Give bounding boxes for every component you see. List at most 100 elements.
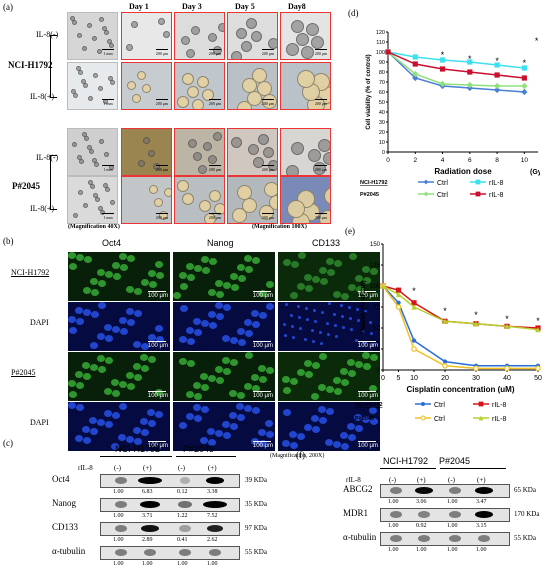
cell-colony xyxy=(84,136,89,141)
stained-cell xyxy=(251,310,259,317)
treatment-label: rIL-8 xyxy=(346,476,361,484)
stained-cell xyxy=(335,335,338,338)
stained-cell xyxy=(186,327,194,334)
stained-cell xyxy=(118,434,126,441)
scale-bar-label: 1 mm xyxy=(103,167,113,172)
stained-cell xyxy=(251,374,259,381)
scale-bar: 100 μm xyxy=(147,390,168,399)
condition-label: IL-8(+) xyxy=(30,92,55,101)
stained-cell xyxy=(306,318,309,321)
stained-cell xyxy=(252,321,260,328)
legend-marker xyxy=(420,415,426,421)
significance-marker: * xyxy=(495,56,499,66)
blot-strip xyxy=(100,546,240,560)
cell-colony xyxy=(191,26,200,35)
x-tick-label: 50 xyxy=(534,375,542,382)
stained-cell xyxy=(193,318,201,325)
data-point xyxy=(395,287,402,293)
data-point xyxy=(535,327,541,333)
scale-bar: 200 μm xyxy=(314,48,327,56)
dapi-stain-image: 100 μm xyxy=(173,402,275,451)
stained-cell xyxy=(126,372,134,379)
molecular-weight: 170 KDa xyxy=(514,510,540,518)
y-tick-label: 0 xyxy=(377,368,381,374)
stained-cell xyxy=(104,324,112,331)
stained-cell xyxy=(208,439,216,446)
molecular-weight: 35 KDa xyxy=(245,500,267,508)
data-point xyxy=(439,66,446,72)
marker-stain-image: 100 μm xyxy=(278,252,380,301)
stained-cell xyxy=(285,303,288,306)
cell-colony xyxy=(79,159,84,164)
cell-colony xyxy=(110,200,115,205)
scale-bar: 100 μm xyxy=(147,340,168,349)
stained-cell xyxy=(134,310,142,317)
scale-bar-label: 200 μm xyxy=(155,215,168,220)
stained-cell xyxy=(252,385,260,392)
stained-cell xyxy=(371,343,374,346)
stained-cell xyxy=(283,323,286,326)
cell-colony xyxy=(73,93,78,98)
cell-colony xyxy=(90,184,95,189)
data-point xyxy=(442,359,448,364)
scale-bar: 200 μm xyxy=(208,212,221,220)
band-quantification: 3.71 xyxy=(142,513,153,519)
stained-cell xyxy=(244,255,252,262)
band-quantification: 0.12 xyxy=(177,489,188,495)
stained-cell xyxy=(83,287,91,294)
stained-cell xyxy=(333,441,341,448)
scale-bar-label: 1 mm xyxy=(103,215,113,220)
band-quantification: 1.22 xyxy=(177,513,188,519)
cell-colony xyxy=(109,43,114,48)
cell-colony xyxy=(192,99,204,109)
stained-cell xyxy=(298,316,301,319)
band-quantification: 3.06 xyxy=(416,499,427,505)
stained-cell xyxy=(201,256,209,263)
legend-marker xyxy=(423,191,429,197)
bracket xyxy=(50,35,57,98)
stained-cell xyxy=(69,391,77,398)
group-underline xyxy=(380,468,436,469)
blot-strip xyxy=(380,484,510,498)
stained-cell xyxy=(328,302,331,305)
protein-band xyxy=(477,535,491,542)
stained-cell xyxy=(297,433,305,440)
scale-bar: 100 μm xyxy=(252,390,273,399)
protein-band xyxy=(141,525,159,532)
stained-cell xyxy=(312,362,320,369)
cell-colony xyxy=(198,165,207,174)
stained-cell xyxy=(355,425,363,432)
cell-colony xyxy=(202,89,214,101)
stained-cell xyxy=(297,369,305,376)
stained-cell xyxy=(111,443,119,450)
stained-cell xyxy=(193,404,201,411)
legend-group-label: P#2045 xyxy=(360,192,379,198)
stained-cell xyxy=(326,386,334,393)
stained-cell xyxy=(216,313,224,320)
cell-colony xyxy=(253,157,264,168)
stained-cell xyxy=(140,418,148,425)
stained-cell xyxy=(349,317,352,320)
stained-cell xyxy=(290,292,298,299)
stained-cell xyxy=(312,276,320,283)
stained-cell xyxy=(216,291,224,298)
legend-series-label: rIL-8 xyxy=(492,416,507,423)
protein-band xyxy=(389,535,403,542)
cell-colony xyxy=(291,142,304,155)
stained-cell xyxy=(319,267,327,274)
cell-colony xyxy=(78,70,83,75)
cell-colony xyxy=(231,51,242,59)
cell-colony xyxy=(98,86,103,91)
y-tick-label: 60 xyxy=(379,90,385,96)
treatment-state: (+) xyxy=(143,464,152,472)
stained-cell xyxy=(223,282,231,289)
stained-cell xyxy=(180,283,188,290)
protein-band xyxy=(178,549,192,556)
protein-band xyxy=(417,535,431,542)
scale-bar: 100 μm xyxy=(357,440,378,449)
cell-colony xyxy=(262,94,277,109)
series-line xyxy=(387,51,525,69)
cell-colony xyxy=(164,188,171,197)
condition-label: IL-8(-) xyxy=(36,153,59,162)
cell-line-label: NCI-H1792 xyxy=(8,60,53,70)
